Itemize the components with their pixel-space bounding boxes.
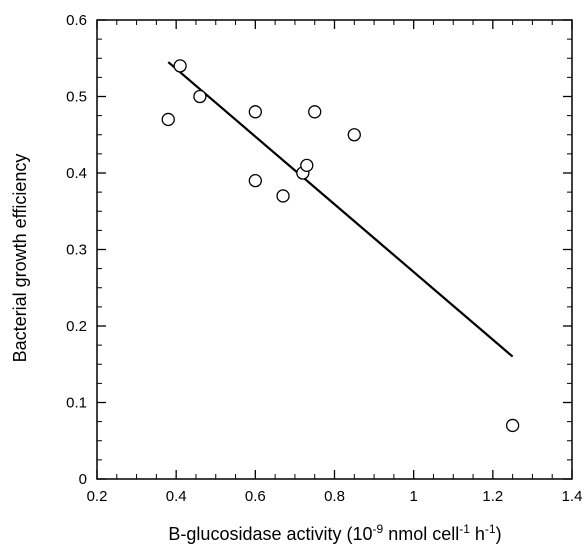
tick-labels-layer: 0.2 0.4 0.6 0.8 1 1.2 1.4 0 0.1 0.2 0.3 0.4 0.5 0.6 (66, 12, 582, 505)
x-axis-title-prefix: B-glucosidase activity (10 (168, 524, 372, 544)
data-point (173, 59, 187, 73)
regression-line-layer (167, 61, 514, 358)
x-tick-label: 0.8 (324, 488, 345, 505)
x-axis-title-exp2: -1 (459, 522, 470, 536)
y-tick-label: 0 (79, 471, 87, 488)
y-tick-label: 0.5 (66, 89, 87, 106)
data-point (248, 105, 262, 119)
x-tick-label: 0.6 (245, 488, 266, 505)
data-point (161, 112, 175, 127)
data-point (505, 418, 520, 433)
data-points-layer (161, 59, 520, 433)
data-point (248, 173, 262, 188)
x-tick-label: 1.4 (562, 488, 583, 505)
x-axis-title-mid2: h (470, 524, 485, 544)
data-point (276, 189, 290, 203)
x-tick-label: 0.4 (166, 488, 187, 505)
ticks-layer (96, 19, 573, 480)
x-axis-title: B-glucosidase activity (10-9 nmol cell-1… (168, 522, 501, 544)
data-point (193, 89, 207, 104)
y-tick-label: 0.4 (66, 165, 87, 182)
data-point (347, 128, 361, 142)
y-tick-label: 0.1 (66, 395, 87, 412)
regression-line (167, 61, 514, 358)
y-tick-label: 0.3 (66, 242, 87, 259)
x-tick-label: 0.2 (87, 488, 108, 505)
x-tick-label: 1.2 (482, 488, 503, 505)
x-axis-title-exp3: -1 (485, 522, 496, 536)
data-point (308, 105, 322, 119)
x-axis-title-exp1: -9 (373, 522, 384, 536)
y-tick-label: 0.2 (66, 318, 87, 335)
data-point (300, 158, 314, 173)
x-axis-title-mid1: nmol cell (383, 524, 459, 544)
y-tick-label: 0.6 (66, 12, 87, 29)
plot-frame (96, 19, 573, 480)
y-axis-title: Bacterial growth efficiency (10, 154, 30, 363)
x-tick-label: 1 (409, 488, 417, 505)
axes-layer (96, 19, 573, 480)
x-axis-title-suffix: ) (496, 524, 502, 544)
